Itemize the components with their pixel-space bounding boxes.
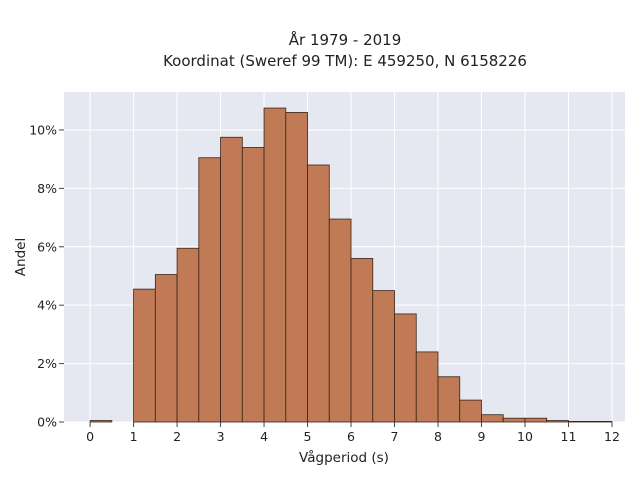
histogram-bar (350, 258, 374, 423)
x-tick-label: 4 (260, 429, 268, 444)
histogram-bar (546, 420, 569, 423)
histogram-bar (241, 147, 265, 423)
histogram-bar (133, 288, 156, 423)
y-tick-label: 4% (37, 298, 57, 313)
chart-title-line-1: År 1979 - 2019 (289, 30, 402, 49)
x-tick-label: 8 (434, 429, 442, 444)
histogram-bar (220, 136, 243, 423)
histogram-bars (89, 107, 613, 423)
y-axis-label: Andel (13, 238, 29, 276)
chart-title-line-2: Koordinat (Sweref 99 TM): E 459250, N 61… (163, 52, 527, 70)
histogram-bar (372, 290, 395, 423)
x-tick-label: 12 (604, 429, 620, 444)
x-axis-ticks: 0 1 2 3 4 5 6 7 8 9 10 11 12 (86, 422, 620, 444)
histogram-bar (481, 414, 504, 423)
x-tick-label: 3 (217, 429, 225, 444)
histogram-bar (328, 218, 352, 423)
y-tick-label: 10% (29, 122, 57, 137)
histogram-bar (263, 107, 287, 423)
y-tick-label: 0% (37, 415, 57, 430)
histogram-bar (394, 313, 417, 423)
y-tick-label: 8% (37, 181, 57, 196)
x-tick-label: 5 (304, 429, 312, 444)
y-tick-label: 6% (37, 239, 57, 254)
x-tick-label: 10 (517, 429, 533, 444)
histogram-bar (89, 420, 113, 423)
histogram-bar (459, 399, 482, 423)
histogram-bar (589, 421, 613, 423)
histogram-bar (285, 112, 308, 423)
y-tick-label: 2% (37, 356, 57, 371)
histogram-bar (198, 157, 221, 423)
histogram-bar (154, 274, 178, 423)
x-tick-label: 6 (347, 429, 355, 444)
x-tick-label: 11 (561, 429, 577, 444)
y-axis-ticks: 0% 2% 4% 6% 8% 10% (29, 122, 64, 430)
x-tick-label: 1 (130, 429, 138, 444)
histogram-bar (176, 247, 200, 423)
histogram-bar (307, 164, 330, 423)
histogram-bar (524, 417, 548, 423)
x-tick-label: 7 (391, 429, 399, 444)
histogram-bar (568, 421, 591, 423)
x-tick-label: 9 (478, 429, 486, 444)
histogram-bar (502, 417, 526, 423)
histogram-bar (415, 351, 439, 423)
x-tick-label: 2 (173, 429, 181, 444)
x-axis-label: Vågperiod (s) (299, 449, 389, 466)
histogram-bar (437, 376, 461, 423)
x-tick-label: 0 (86, 429, 94, 444)
